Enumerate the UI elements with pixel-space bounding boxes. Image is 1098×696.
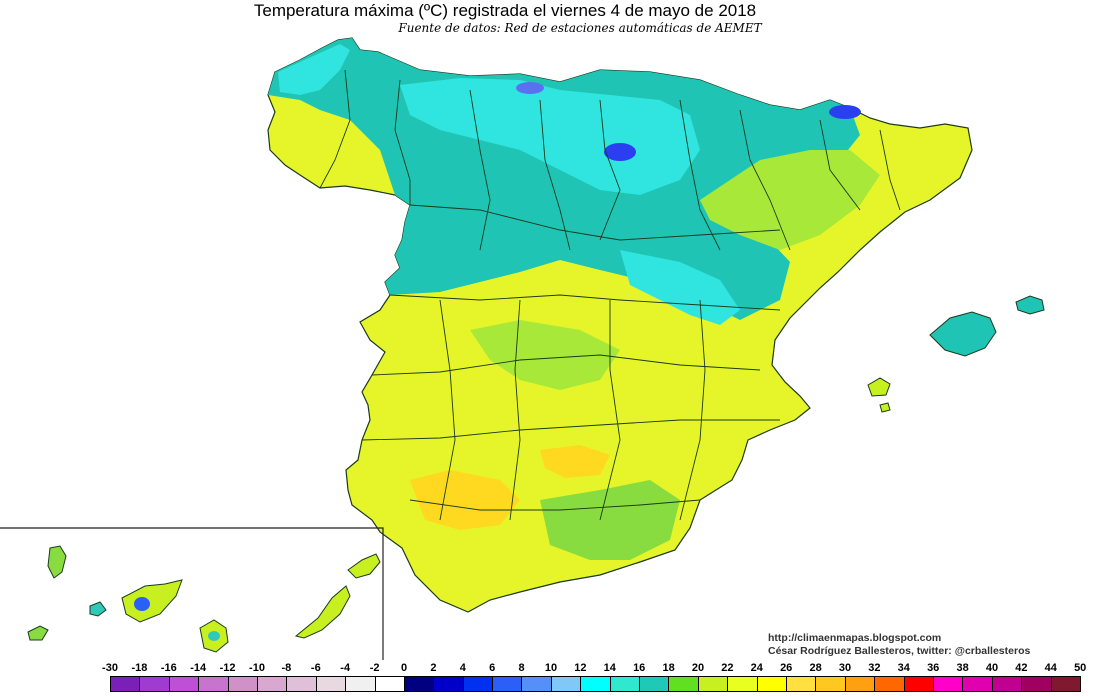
legend-swatch bbox=[816, 677, 846, 691]
legend-swatch bbox=[963, 677, 993, 691]
legend-swatch bbox=[111, 677, 141, 691]
legend-label: 24 bbox=[750, 662, 763, 674]
legend-swatch bbox=[933, 677, 964, 691]
legend-swatch bbox=[463, 677, 494, 691]
legend-label: -4 bbox=[340, 662, 351, 674]
canary-inset-frame bbox=[0, 527, 384, 660]
green-south bbox=[540, 480, 680, 560]
legend-label: 50 bbox=[1074, 662, 1087, 674]
legend-swatch bbox=[669, 677, 699, 691]
cyan-zone-east bbox=[620, 250, 740, 325]
mallorca bbox=[929, 311, 997, 357]
legend-label: 42 bbox=[1015, 662, 1028, 674]
la-palma bbox=[47, 545, 67, 579]
legend-swatch bbox=[728, 677, 758, 691]
legend-swatch bbox=[140, 677, 170, 691]
blog-credit: http://climaenmapas.blogspot.com bbox=[768, 632, 942, 644]
el-hierro bbox=[27, 625, 49, 641]
map-subtitle: Fuente de datos: Red de estaciones autom… bbox=[398, 21, 762, 35]
hot-jaen bbox=[540, 445, 610, 478]
legend-label: 2 bbox=[430, 662, 437, 674]
legend-label: 10 bbox=[544, 662, 558, 674]
formentera bbox=[879, 402, 891, 413]
green-ebro bbox=[700, 150, 880, 250]
legend-label: 14 bbox=[603, 662, 616, 674]
cyan-zone bbox=[400, 78, 700, 195]
legend-label: 20 bbox=[691, 662, 705, 674]
tenerife bbox=[121, 579, 183, 623]
legend-swatch bbox=[786, 677, 817, 691]
legend-label: -12 bbox=[219, 662, 236, 674]
legend-swatch bbox=[1022, 677, 1052, 691]
legend-label: -2 bbox=[369, 662, 380, 674]
legend-label: -16 bbox=[160, 662, 177, 674]
map-title: Temperatura máxima (ºC) registrada el vi… bbox=[253, 1, 757, 20]
hot-guadalquivir bbox=[410, 470, 520, 530]
legend-swatch bbox=[493, 677, 523, 691]
legend-label: 18 bbox=[662, 662, 675, 674]
legend-swatch bbox=[698, 677, 729, 691]
legend-label: 22 bbox=[721, 662, 734, 674]
legend-swatch bbox=[228, 677, 258, 691]
legend-label: -14 bbox=[190, 662, 207, 674]
legend-label: 12 bbox=[574, 662, 587, 674]
cold-spot-cordillera bbox=[604, 143, 636, 161]
legend-label: 44 bbox=[1044, 662, 1057, 674]
legend-label: -6 bbox=[310, 662, 321, 674]
legend-swatch bbox=[1051, 677, 1081, 691]
legend-swatch bbox=[845, 677, 876, 691]
green-center bbox=[470, 320, 620, 390]
legend-label: -18 bbox=[131, 662, 148, 674]
teide-cold-spot bbox=[134, 597, 150, 611]
legend-swatch bbox=[610, 677, 641, 691]
lanzarote bbox=[347, 553, 381, 579]
legend-swatch bbox=[581, 677, 611, 691]
province-borders bbox=[319, 69, 901, 521]
legend-label: 38 bbox=[956, 662, 969, 674]
legend-label: -30 bbox=[102, 662, 118, 674]
legend-swatch bbox=[404, 677, 435, 691]
ibiza bbox=[867, 377, 891, 397]
legend-swatch bbox=[640, 677, 670, 691]
legend-label: -10 bbox=[249, 662, 265, 674]
legend-swatch bbox=[316, 677, 347, 691]
legend-swatch bbox=[287, 677, 317, 691]
galicia-cool bbox=[278, 44, 350, 95]
legend-label: 26 bbox=[780, 662, 793, 674]
legend-color-bar bbox=[110, 676, 1081, 692]
legend-label: 16 bbox=[633, 662, 646, 674]
legend-swatch bbox=[875, 677, 905, 691]
gran-canaria-cool bbox=[208, 631, 220, 641]
la-gomera bbox=[89, 601, 107, 617]
menorca bbox=[1015, 295, 1045, 315]
legend-swatch bbox=[346, 677, 376, 691]
legend-label: 4 bbox=[459, 662, 466, 674]
cold-spot-pyrenees bbox=[829, 105, 861, 119]
legend-swatch bbox=[904, 677, 934, 691]
legend-label: 6 bbox=[489, 662, 496, 674]
legend-swatch bbox=[375, 677, 405, 691]
legend-swatch bbox=[992, 677, 1023, 691]
legend-swatch bbox=[199, 677, 229, 691]
legend-label: 40 bbox=[985, 662, 999, 674]
legend-label: 0 bbox=[400, 662, 408, 674]
author-credit: César Rodríguez Ballesteros, twitter: @c… bbox=[768, 645, 1031, 657]
legend-label: -8 bbox=[281, 662, 292, 674]
legend-label: 8 bbox=[518, 662, 525, 674]
legend-swatch bbox=[434, 677, 464, 691]
legend-swatch bbox=[522, 677, 552, 691]
legend-label: 32 bbox=[868, 662, 881, 674]
legend-swatch bbox=[257, 677, 288, 691]
fuerteventura bbox=[294, 585, 351, 639]
legend-swatch bbox=[757, 677, 787, 691]
legend-swatch bbox=[169, 677, 200, 691]
legend-label: 36 bbox=[927, 662, 940, 674]
legend-label: 30 bbox=[838, 662, 852, 674]
legend-label: 34 bbox=[897, 662, 910, 674]
cold-spot-cantabria bbox=[516, 82, 544, 94]
legend-labels: -30 -18 -16 -14 -12 -10 -8 -6 -4 -2 0 2 4 6 8 10 12 14 16 1… bbox=[0, 662, 1098, 676]
legend-label: 28 bbox=[809, 662, 822, 674]
legend-swatch bbox=[551, 677, 582, 691]
